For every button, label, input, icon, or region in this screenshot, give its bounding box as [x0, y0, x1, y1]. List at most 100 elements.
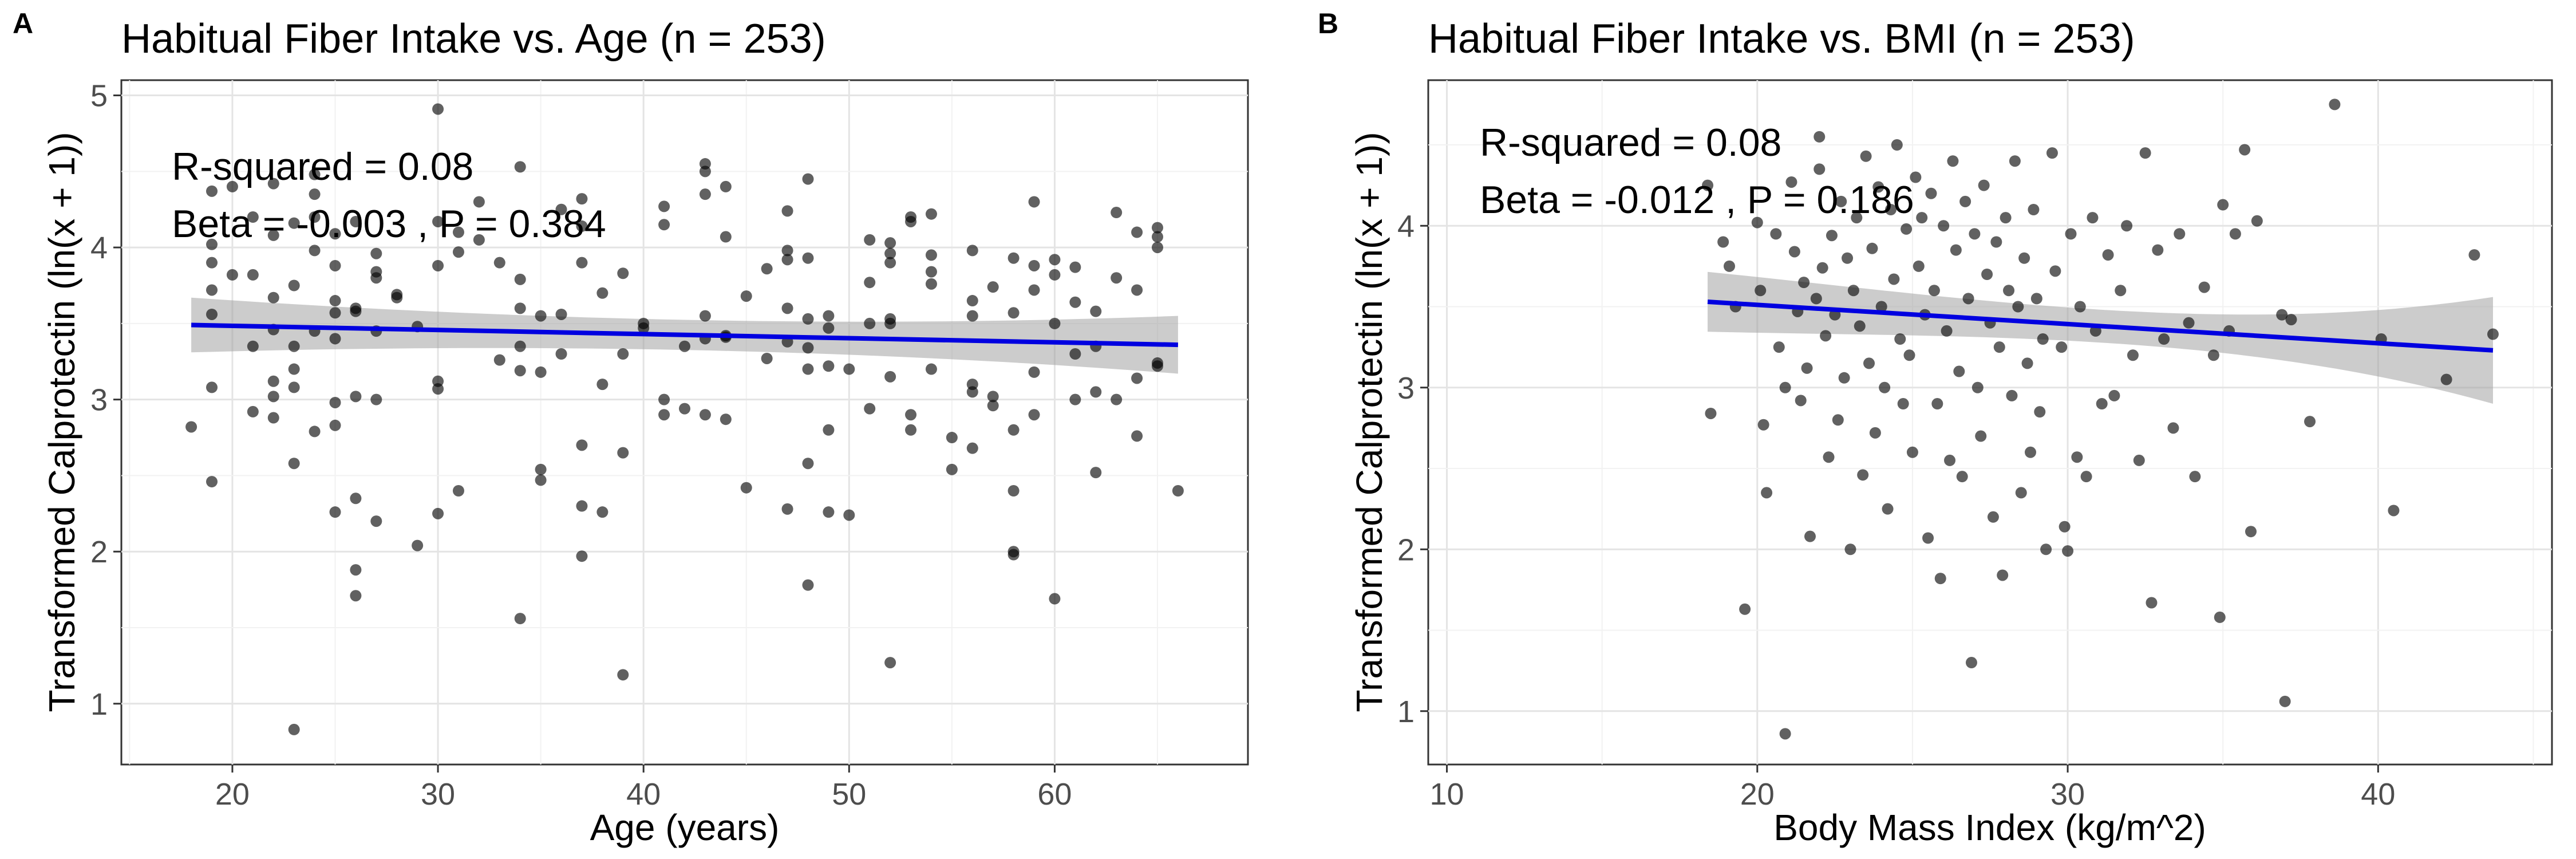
data-point-b	[1901, 223, 1913, 235]
axis-ticks-a: 20 30 40 50 60 1 2 3 4 5	[90, 79, 1072, 811]
data-point-a	[1131, 226, 1143, 238]
data-point-b	[2251, 215, 2263, 227]
data-point-a	[1090, 305, 1102, 317]
data-point-a	[329, 506, 341, 518]
data-point-b	[1705, 407, 1717, 419]
data-point-b	[1751, 216, 1763, 228]
data-point-b	[2065, 228, 2077, 240]
data-point-b	[1941, 325, 1953, 337]
data-point-a	[514, 302, 526, 314]
data-point-b	[1897, 398, 1909, 410]
data-point-b	[2245, 526, 2257, 538]
data-point-b	[2003, 285, 2015, 297]
data-point-b	[1969, 228, 1981, 240]
data-point-a	[823, 424, 835, 436]
data-point-a	[493, 257, 505, 269]
data-point-a	[247, 269, 259, 281]
data-point-b	[2133, 454, 2145, 466]
data-point-a	[1151, 231, 1163, 243]
data-point-b	[1702, 179, 1714, 191]
data-point-b	[2024, 446, 2036, 458]
data-point-b	[2028, 204, 2040, 216]
data-point-b	[2074, 301, 2086, 313]
data-point-a	[802, 173, 814, 185]
data-point-b	[2009, 155, 2021, 167]
data-point-a	[514, 340, 526, 352]
chart-title-a: Habitual Fiber Intake vs. Age (n = 253)	[121, 16, 826, 62]
data-point-b	[2207, 349, 2219, 361]
data-point-a	[329, 419, 341, 431]
data-point-a	[288, 340, 300, 352]
data-point-a	[514, 613, 526, 625]
data-point-a	[432, 507, 444, 519]
data-point-a	[555, 348, 567, 360]
data-point-b	[2127, 349, 2139, 361]
data-point-b	[1965, 657, 1977, 669]
data-point-b	[1931, 398, 1943, 410]
y-tick-label-a: 1	[90, 687, 108, 722]
x-tick-label-b: 20	[1740, 777, 1775, 811]
data-point-a	[617, 267, 629, 279]
data-point-a	[966, 245, 978, 257]
data-point-b	[1910, 171, 1922, 183]
data-point-a	[329, 295, 341, 307]
data-point-b	[1863, 357, 1875, 369]
data-point-a	[267, 229, 279, 241]
data-point-a	[905, 424, 917, 436]
data-point-a	[596, 287, 609, 299]
data-point-b	[2040, 543, 2052, 555]
data-point-b	[2276, 309, 2288, 321]
data-point-b	[1814, 131, 1826, 143]
y-tick-label-b: 1	[1397, 695, 1415, 729]
data-point-a	[267, 391, 279, 403]
data-point-b	[1997, 569, 2009, 581]
data-point-b	[1770, 228, 1782, 240]
data-point-b	[1922, 532, 1934, 544]
data-point-a	[966, 310, 978, 322]
data-point-b	[1903, 349, 1915, 361]
data-point-b	[2468, 249, 2480, 261]
data-point-b	[2108, 389, 2120, 401]
data-point-b	[1884, 204, 1897, 216]
data-point-a	[267, 178, 279, 190]
data-point-a	[884, 371, 896, 383]
data-point-a	[247, 340, 259, 352]
data-point-b	[1788, 246, 1800, 258]
data-point-a	[329, 396, 341, 408]
data-point-a	[1028, 259, 1040, 271]
data-point-a	[1069, 348, 1081, 360]
data-point-a	[412, 539, 424, 551]
data-point-a	[350, 215, 362, 227]
data-point-b	[1882, 503, 1894, 515]
data-point-a	[576, 500, 588, 512]
data-point-a	[432, 383, 444, 395]
data-point-a	[699, 409, 711, 421]
data-point-a	[761, 352, 773, 364]
data-point-b	[1860, 150, 1872, 162]
data-point-a	[781, 205, 793, 217]
x-tick-label-b: 40	[2361, 777, 2395, 811]
data-point-a	[329, 333, 341, 345]
data-point-b	[2102, 249, 2114, 261]
data-point-b	[1934, 573, 1946, 585]
data-point-b	[1978, 179, 1990, 191]
data-point-b	[2487, 328, 2499, 340]
data-point-a	[288, 381, 300, 393]
data-point-a	[370, 272, 382, 284]
data-point-a	[781, 503, 793, 515]
data-point-b	[1814, 163, 1826, 175]
data-point-b	[1891, 139, 1903, 151]
data-point-a	[288, 217, 300, 229]
data-point-a	[535, 463, 547, 475]
data-point-b	[1810, 293, 1822, 305]
data-point-a	[802, 363, 814, 375]
data-point-b	[1723, 260, 1735, 272]
data-point-b	[1990, 236, 2002, 248]
data-point-a	[329, 307, 341, 319]
data-point-a	[781, 302, 793, 314]
data-point-b	[1779, 728, 1791, 740]
data-point-a	[391, 291, 403, 304]
data-point-b	[1981, 269, 1993, 281]
data-point-b	[2388, 505, 2400, 517]
